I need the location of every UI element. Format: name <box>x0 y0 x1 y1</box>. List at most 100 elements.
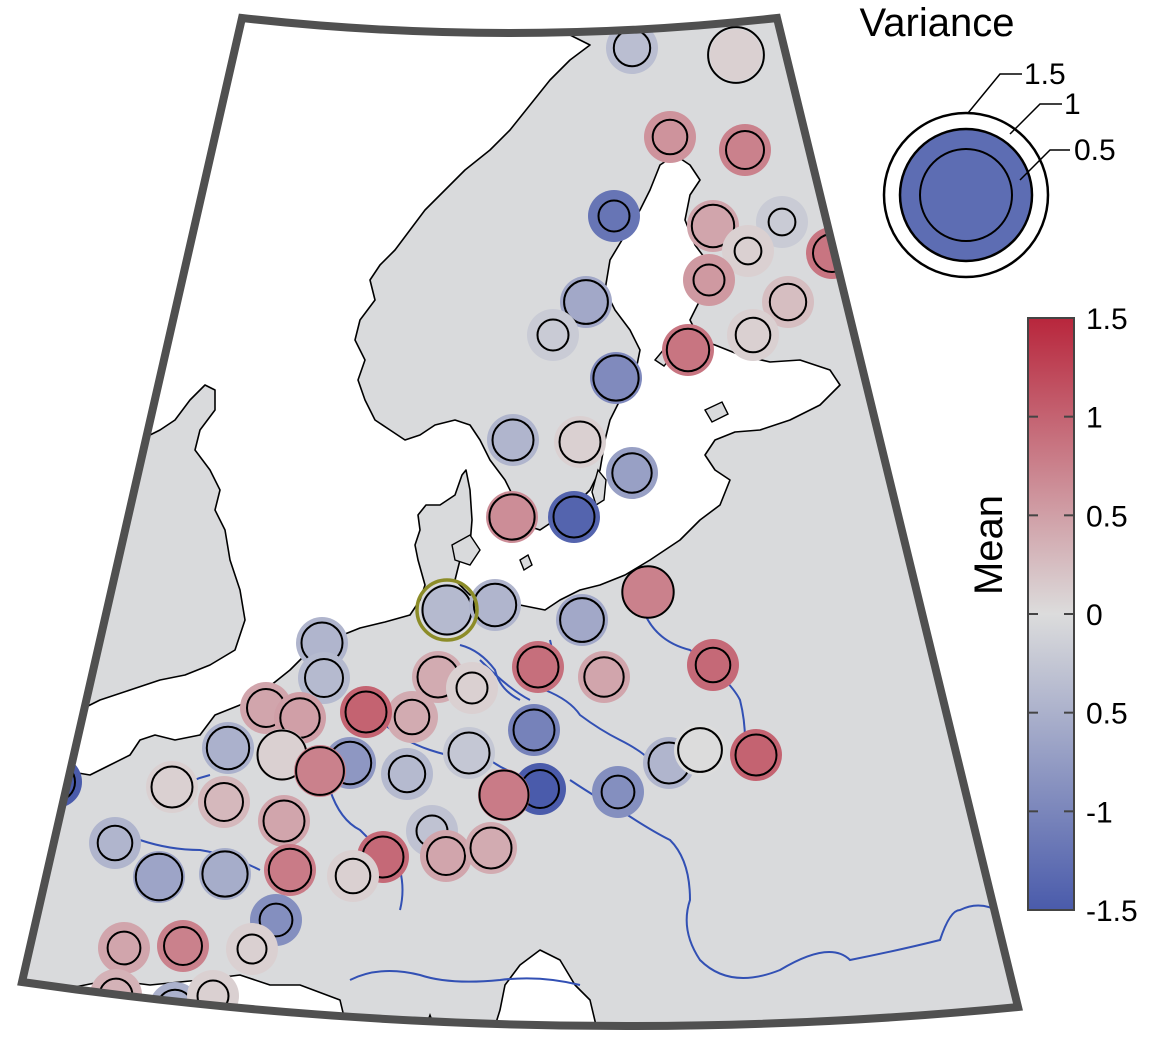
station-marker[interactable] <box>527 309 579 361</box>
station-variance-ring <box>163 926 203 966</box>
colorbar-tick-label: -1 <box>1086 796 1113 829</box>
island-bornholm <box>519 553 533 572</box>
station-mean-disk <box>548 491 600 543</box>
station-marker[interactable] <box>420 830 472 882</box>
river-elbe <box>479 659 531 701</box>
station-marker[interactable] <box>756 196 808 248</box>
station-marker[interactable] <box>683 254 735 306</box>
station-variance-ring <box>96 824 134 862</box>
station-mean-disk <box>662 324 714 376</box>
station-marker[interactable] <box>421 584 473 636</box>
colorbar-title: Mean <box>967 495 1011 595</box>
station-mean-disk <box>443 727 495 779</box>
station-marker[interactable] <box>386 691 438 743</box>
variance-leader-2 <box>1009 103 1062 135</box>
station-marker[interactable] <box>381 748 433 800</box>
station-marker[interactable] <box>508 704 560 756</box>
station-variance-ring <box>267 847 313 893</box>
station-variance-ring <box>304 658 344 698</box>
station-mean-disk <box>327 850 379 902</box>
station-marker[interactable] <box>264 844 316 896</box>
variance-legend-title: Variance <box>860 1 1015 45</box>
station-marker[interactable] <box>146 761 198 813</box>
station-marker[interactable] <box>89 817 141 869</box>
station-marker[interactable] <box>762 276 814 328</box>
station-marker[interactable] <box>592 766 644 818</box>
station-marker[interactable] <box>157 920 209 972</box>
station-marker[interactable] <box>621 565 675 619</box>
variance-leader-3 <box>1019 149 1070 181</box>
colorbar-tick-label: 1 <box>1086 402 1103 435</box>
station-marker[interactable] <box>187 970 239 1022</box>
station-marker[interactable] <box>340 686 392 738</box>
station-variance-ring <box>621 565 675 619</box>
map-frame <box>17 13 1023 1031</box>
station-mean-disk <box>294 745 346 797</box>
station-mean-disk <box>644 111 696 163</box>
station-marker[interactable] <box>662 324 714 376</box>
station-marker[interactable] <box>98 922 150 974</box>
station-variance-ring <box>469 826 513 870</box>
highlighted-station-ring <box>415 578 479 642</box>
station-marker[interactable] <box>560 276 612 328</box>
station-marker[interactable] <box>487 414 539 466</box>
island-gotland <box>591 468 607 507</box>
station-marker[interactable] <box>590 352 642 404</box>
station-variance-ring <box>694 646 732 684</box>
station-marker[interactable] <box>294 745 346 797</box>
station-marker[interactable] <box>469 579 521 631</box>
station-marker[interactable] <box>727 309 779 361</box>
station-marker[interactable] <box>554 416 606 468</box>
station-variance-ring <box>491 418 535 462</box>
station-variance-ring <box>692 263 726 297</box>
station-variance-ring <box>387 754 427 794</box>
station-marker[interactable] <box>478 769 530 821</box>
station-marker[interactable] <box>133 851 185 903</box>
station-marker[interactable] <box>199 848 251 900</box>
station-mean-disk <box>264 844 316 896</box>
island-zealand <box>451 534 481 566</box>
station-marker[interactable] <box>606 447 658 499</box>
station-mean-disk <box>590 352 642 404</box>
station-marker[interactable] <box>298 652 350 704</box>
station-marker[interactable] <box>443 727 495 779</box>
station-marker[interactable] <box>198 776 250 828</box>
station-marker[interactable] <box>707 26 765 84</box>
station-variance-ring <box>734 316 772 354</box>
station-mean-disk <box>722 225 774 277</box>
station-mean-disk <box>421 584 473 636</box>
station-marker[interactable] <box>226 923 278 975</box>
station-variance-ring <box>447 731 491 775</box>
station-marker[interactable] <box>578 651 630 703</box>
station-marker[interactable] <box>446 662 498 714</box>
station-variance-ring <box>150 765 194 809</box>
variance-circle-inner <box>919 148 1013 242</box>
station-marker[interactable] <box>674 724 726 776</box>
station-mean-disk <box>727 309 779 361</box>
station-marker[interactable] <box>486 491 538 543</box>
station-marker[interactable] <box>327 850 379 902</box>
station-marker[interactable] <box>202 722 254 774</box>
station-marker[interactable] <box>512 641 564 693</box>
station-marker[interactable] <box>644 111 696 163</box>
colorbar-tick-label: 1.5 <box>1086 303 1128 336</box>
station-mean-disk <box>469 579 521 631</box>
station-marker[interactable] <box>588 190 640 242</box>
station-marker[interactable] <box>687 639 739 691</box>
station-mean-disk <box>508 704 560 756</box>
station-marker[interactable] <box>719 124 771 176</box>
station-mean-disk <box>687 639 739 691</box>
station-marker[interactable] <box>722 225 774 277</box>
station-marker[interactable] <box>258 795 310 847</box>
station-marker[interactable] <box>548 491 600 543</box>
station-variance-ring <box>344 690 388 734</box>
station-marker[interactable] <box>465 822 517 874</box>
station-variance-ring <box>611 452 653 494</box>
station-mean-disk <box>446 662 498 714</box>
station-variance-ring <box>236 933 268 965</box>
station-marker[interactable] <box>730 729 782 781</box>
station-variance-ring <box>677 727 723 773</box>
station-marker[interactable] <box>556 594 608 646</box>
station-mean-disk <box>258 795 310 847</box>
